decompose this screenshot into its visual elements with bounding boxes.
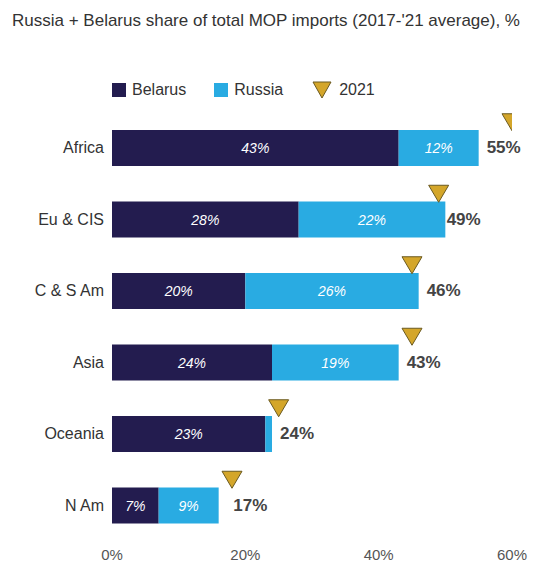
svg-text:9%: 9%: [179, 498, 199, 514]
svg-text:17%: 17%: [233, 496, 267, 515]
svg-text:49%: 49%: [447, 210, 481, 229]
svg-text:23%: 23%: [174, 426, 203, 442]
svg-text:19%: 19%: [321, 355, 349, 371]
svg-text:Asia: Asia: [73, 354, 104, 371]
svg-text:40%: 40%: [364, 546, 394, 563]
html-text:Russia + Belarus share of tota: Russia + Belarus share of total MOP impo…: [12, 11, 520, 30]
svg-text:Africa: Africa: [63, 139, 104, 156]
svg-text:24%: 24%: [280, 424, 314, 443]
svg-text:60%: 60%: [497, 546, 527, 563]
svg-text:22%: 22%: [357, 212, 386, 228]
svg-text:Oceania: Oceania: [44, 425, 104, 442]
svg-text:26%: 26%: [317, 283, 346, 299]
svg-text:20%: 20%: [230, 546, 260, 563]
svg-text:43%: 43%: [241, 140, 269, 156]
svg-text:12%: 12%: [425, 140, 453, 156]
html-text:2021: 2021: [339, 81, 375, 98]
html-text:Belarus: Belarus: [132, 81, 187, 98]
svg-text:24%: 24%: [177, 355, 206, 371]
svg-text:28%: 28%: [190, 212, 219, 228]
svg-text:N Am: N Am: [65, 497, 104, 514]
svg-text:0%: 0%: [101, 546, 123, 563]
svg-text:C & S Am: C & S Am: [35, 282, 104, 299]
svg-text:7%: 7%: [125, 498, 145, 514]
svg-text:Eu & CIS: Eu & CIS: [38, 211, 104, 228]
svg-text:20%: 20%: [164, 283, 193, 299]
html-text:Russia: Russia: [234, 81, 284, 98]
svg-text:46%: 46%: [427, 281, 461, 300]
svg-text:43%: 43%: [407, 353, 441, 372]
svg-text:55%: 55%: [487, 138, 521, 157]
